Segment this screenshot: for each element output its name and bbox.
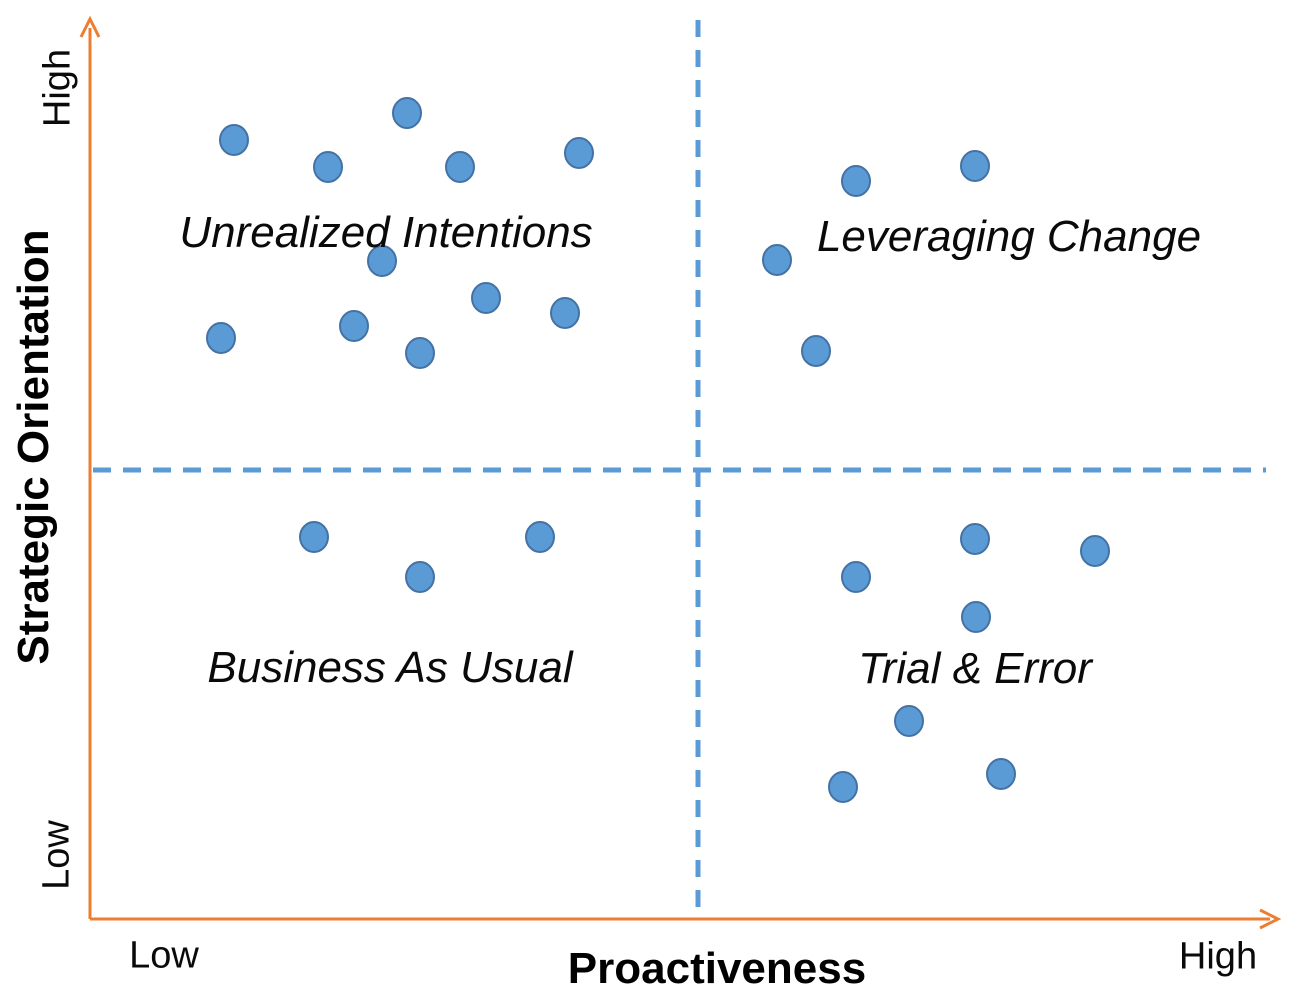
scatter-point [367,245,397,277]
scatter-point [986,758,1016,790]
scatter-point [392,97,422,129]
scatter-point [762,244,792,276]
scatter-point [313,151,343,183]
scatter-point [894,705,924,737]
x-axis-arrowhead-icon [1259,908,1282,930]
scatter-point [525,521,555,553]
y-axis-tick-high: High [36,48,79,128]
scatter-point [550,297,580,329]
scatter-point [841,561,871,593]
scatter-point [405,337,435,369]
scatter-point [299,521,329,553]
y-axis-arrowhead-icon [79,15,101,38]
scatter-point [1080,535,1110,567]
quadrant-label-business-as-usual: Business As Usual [207,643,573,692]
scatter-point [405,561,435,593]
quadrant-label-leveraging-change: Leveraging Change [816,212,1202,261]
y-axis-title: Strategic Orientation [9,229,58,665]
scatter-point [206,322,236,354]
scatter-point [445,151,475,183]
x-axis-title: Proactiveness [567,944,867,993]
quadrant-label-trial-and-error: Trial & Error [858,644,1092,693]
scatter-point [471,282,501,314]
scatter-point [841,165,871,197]
scatter-point [219,124,249,156]
scatter-point [828,771,858,803]
y-axis-tick-low: Low [35,820,78,890]
scatter-point [960,150,990,182]
quadrant-label-unrealized-intentions: Unrealized Intentions [179,208,593,257]
scatter-points [206,97,1110,803]
x-axis-tick-low: Low [129,934,199,977]
scatter-point [564,137,594,169]
scatter-point [960,523,990,555]
scatter-point [961,601,991,633]
scatter-point [801,335,831,367]
scatter-point [339,310,369,342]
x-axis-tick-high: High [1178,935,1258,978]
